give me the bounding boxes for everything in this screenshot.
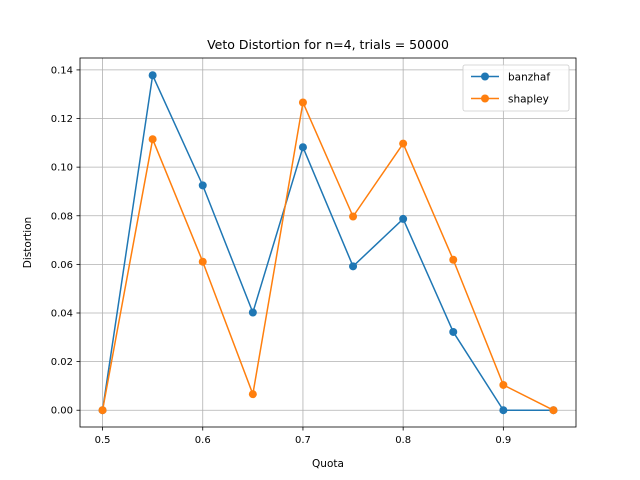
data-point-shapley (349, 212, 358, 221)
axes: 0.5 0.6 0.7 0.8 0.9 0.00 0.02 0.04 0.06 0.08 0.10 0… (51, 65, 512, 446)
legend-marker-shapley (481, 94, 489, 103)
data-point-banzhaf (449, 327, 458, 336)
data-point-banzhaf (198, 181, 207, 190)
data-point-banzhaf (248, 308, 257, 317)
x-tick-label: 0.5 (95, 435, 111, 446)
y-tick-label: 0.08 (51, 211, 73, 222)
y-tick-label: 0.06 (51, 260, 73, 271)
series-line-shapley (101, 101, 554, 411)
grid (80, 58, 576, 427)
x-tick-label: 0.6 (195, 435, 211, 446)
x-tick-label: 0.8 (395, 435, 411, 446)
legend-label-banzhaf: banzhaf (508, 72, 550, 84)
y-tick-label: 0.02 (51, 357, 73, 368)
series-line-banzhaf (101, 74, 554, 411)
plot-frame (79, 57, 577, 428)
legend: banzhaf shapley (462, 64, 570, 112)
data-point-shapley (499, 380, 508, 389)
chart-title: Veto Distortion for n=4, trials = 50000 (207, 37, 449, 52)
data-point-shapley (449, 255, 458, 264)
x-tick-label: 0.7 (295, 435, 311, 446)
data-point-shapley (549, 406, 558, 415)
data-point-shapley (298, 98, 307, 107)
y-axis-label: Distortion (22, 217, 34, 268)
data-point-banzhaf (349, 262, 358, 271)
x-tick-label: 0.9 (495, 435, 511, 446)
data-point-shapley (148, 135, 157, 144)
y-tick-label: 0.14 (51, 65, 73, 76)
plot-series (98, 71, 558, 415)
legend-marker-banzhaf (481, 72, 489, 81)
data-point-banzhaf (399, 214, 408, 223)
legend-label-shapley: shapley (508, 94, 549, 106)
data-point-shapley (248, 390, 257, 399)
data-point-shapley (399, 139, 408, 148)
data-point-banzhaf (148, 71, 157, 80)
y-tick-label: 0.12 (51, 114, 73, 125)
y-tick-label: 0.00 (51, 406, 73, 417)
y-tick-label: 0.04 (51, 308, 73, 319)
data-point-banzhaf (499, 406, 508, 415)
series-shapley (98, 98, 558, 415)
y-tick-label: 0.10 (51, 163, 73, 174)
x-axis-label: Quota (312, 458, 344, 470)
data-point-shapley (198, 257, 207, 266)
data-point-banzhaf (298, 143, 307, 152)
data-point-shapley (98, 406, 107, 415)
